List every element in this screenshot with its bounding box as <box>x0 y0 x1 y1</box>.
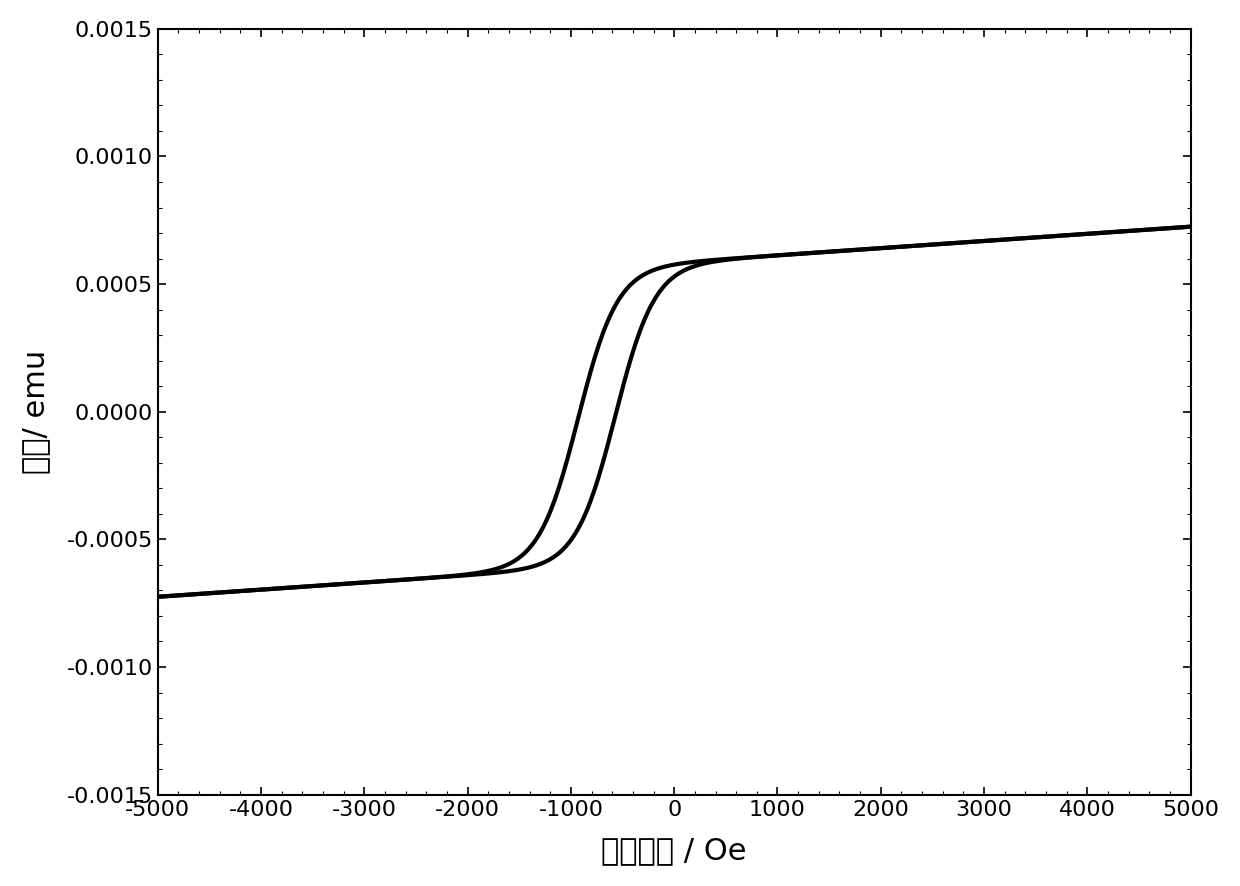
Y-axis label: 磁矩/ emu: 磁矩/ emu <box>21 350 50 474</box>
X-axis label: 磁场强度 / Oe: 磁场强度 / Oe <box>601 836 746 865</box>
